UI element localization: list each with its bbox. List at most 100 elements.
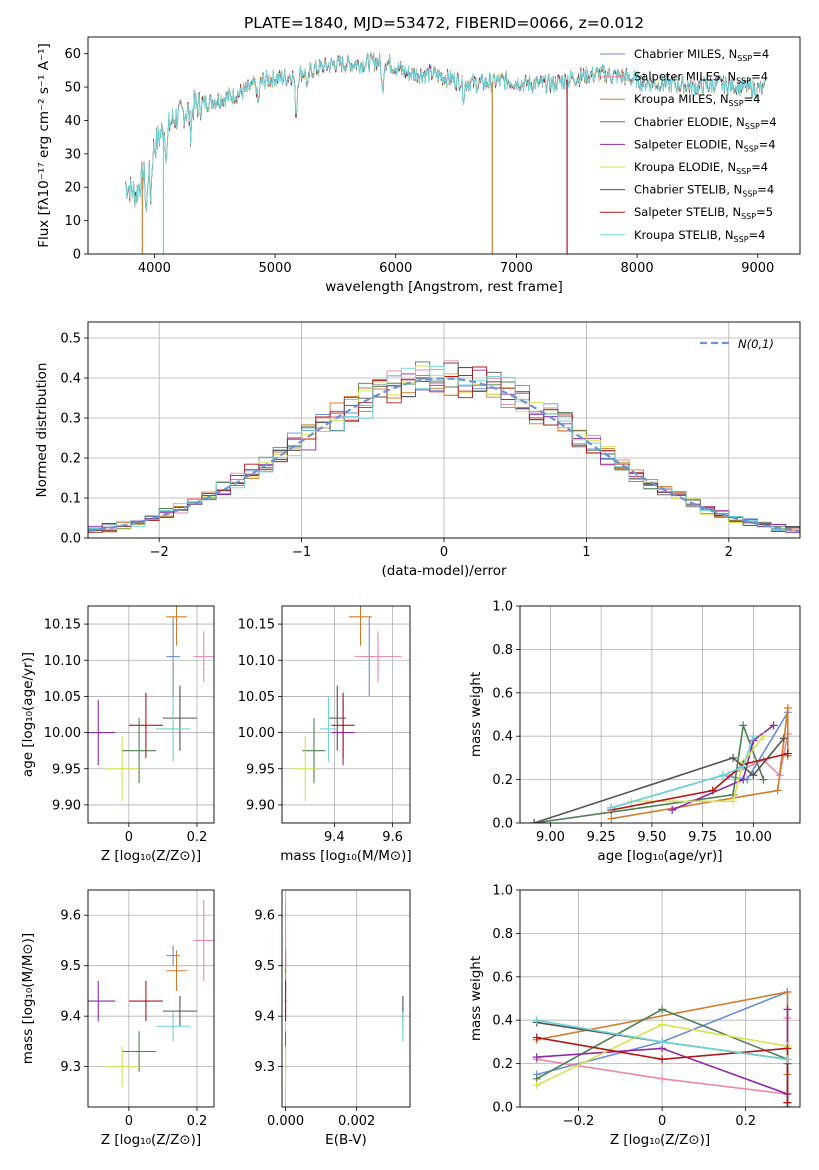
weight-point <box>783 987 792 996</box>
y-tick-label: 0.2 <box>492 1057 513 1072</box>
y-tick-label: 10 <box>64 214 81 229</box>
weight-point <box>779 734 788 743</box>
y-tick-label: 0.0 <box>492 817 513 832</box>
legend-label-main: Kroupa STELIB, N <box>634 228 734 242</box>
x-tick-label: 7000 <box>500 261 533 276</box>
x-axis-label: Z [log₁₀(Z/Z⊙)] <box>610 1132 710 1148</box>
legend-label-tail: =4 <box>759 137 776 151</box>
x-axis-label: E(B-V) <box>325 1132 367 1148</box>
legend-label-main: Salpeter ELODIE, N <box>634 137 744 151</box>
legend-label-main: Chabrier ELODIE, N <box>634 115 745 129</box>
plot-area <box>282 890 410 1107</box>
panel-weight-vs-Z: −0.2 0 0.2 0.0 0.2 0.4 0.6 0.8 1.0 Z [log₁₀(Z/Z⊙)… <box>468 884 801 1148</box>
y-tick-label: 9.95 <box>52 762 81 777</box>
y-tick-label: 9.6 <box>60 909 81 924</box>
y-axis-label: mass weight <box>468 956 484 1041</box>
y-tick-label: 10.10 <box>44 654 81 669</box>
x-axis-label: mass [log₁₀(M/M⊙)] <box>280 848 411 864</box>
y-tick-label: 10.10 <box>238 654 275 669</box>
y-tick-label: 30 <box>64 147 81 162</box>
y-axis-label: age [log₁₀(age/yr)] <box>20 652 36 777</box>
legend-label: Kroupa MILES, NSSP=4 <box>634 92 760 108</box>
panel-spectrum: 4000 5000 6000 7000 8000 9000 0 10 20 30 40 50 60 PLA… <box>36 14 801 295</box>
weight-point <box>749 771 758 780</box>
weight-point <box>783 703 792 712</box>
y-tick-label: 0.0 <box>492 1101 513 1116</box>
legend-label-main: Chabrier STELIB, N <box>634 183 742 197</box>
weight-line <box>611 707 789 820</box>
normal-curve <box>88 377 800 533</box>
y-tick-label: 0.8 <box>492 927 513 942</box>
y-tick-label: 10.00 <box>238 726 275 741</box>
legend-label: Salpeter STELIB, NSSP=5 <box>634 205 773 221</box>
y-tick-label: 60 <box>64 47 81 62</box>
plot-area <box>88 606 214 823</box>
axes-frame <box>87 36 801 255</box>
x-tick-label: 0 <box>125 830 133 845</box>
y-tick-label: 10.15 <box>44 618 81 633</box>
x-tick-label: 9.50 <box>637 830 666 845</box>
x-tick-label: 0.000 <box>267 1114 304 1129</box>
plot-area <box>88 322 800 538</box>
weight-point <box>769 721 778 730</box>
legend-label: Salpeter ELODIE, NSSP=4 <box>634 137 776 153</box>
weight-point <box>658 1055 667 1064</box>
weight-point <box>749 732 758 741</box>
plot-area <box>88 890 214 1107</box>
y-axis-label: Normed distribution <box>34 363 50 498</box>
x-tick-label: −0.2 <box>563 1114 595 1129</box>
y-tick-label: 9.90 <box>52 798 81 813</box>
weight-line <box>611 735 755 809</box>
plot-area <box>520 890 800 1107</box>
weight-point <box>668 805 677 814</box>
x-axis-label: (data-model)/error <box>381 563 507 579</box>
x-tick-label: 9.6 <box>382 830 403 845</box>
y-tick-label: 0.4 <box>492 1014 513 1029</box>
weight-point <box>783 749 792 758</box>
legend-label-tail: =4 <box>744 92 761 106</box>
weight-point <box>607 803 616 812</box>
y-tick-label: 10.05 <box>44 690 81 705</box>
weight-point <box>783 1044 792 1053</box>
weight-point <box>739 721 748 730</box>
legend-label-tail: =5 <box>756 205 773 219</box>
x-axis-label: Z [log₁₀(Z/Z⊙)] <box>101 848 201 864</box>
y-tick-label: 0.4 <box>492 730 513 745</box>
panel-mass-vs-EBV: 0.000 0.002 9.3 9.4 9.5 9.6 E(B-V) <box>254 889 411 1148</box>
panel-mass-vs-Z: 0 0.2 9.3 9.4 9.5 9.6 Z [log₁₀(Z/Z⊙)] mass [log… <box>20 889 215 1148</box>
x-tick-label: 0 <box>658 1114 666 1129</box>
y-tick-label: 0 <box>73 248 81 263</box>
plot-area <box>124 50 766 254</box>
weight-line <box>536 1036 789 1103</box>
weight-point <box>783 1005 792 1014</box>
legend-label-main: Kroupa ELODIE, N <box>634 160 736 174</box>
chart-title: PLATE=1840, MJD=53472, FIBERID=0066, z=0… <box>244 14 644 32</box>
x-tick-label: 1 <box>582 545 590 560</box>
panel-age-vs-Z: 0 0.2 9.90 9.95 10.00 10.05 10.10 10.15 Z [log₁₀… <box>20 605 215 864</box>
axes-frame <box>281 605 411 824</box>
x-tick-label: 0.2 <box>735 1114 756 1129</box>
legend-label-sub: SSP <box>745 122 760 131</box>
x-axis-label: Z [log₁₀(Z/Z⊙)] <box>101 1132 201 1148</box>
x-tick-label: −2 <box>150 545 169 560</box>
x-tick-label: 0.2 <box>187 1114 208 1129</box>
weight-point <box>658 1074 667 1083</box>
y-tick-label: 1.0 <box>492 600 513 615</box>
x-tick-label: 9.00 <box>536 830 565 845</box>
weight-point <box>532 1033 541 1042</box>
weight-point <box>607 814 616 823</box>
weight-line <box>534 725 765 823</box>
legend-label-tail: =4 <box>749 228 766 242</box>
y-tick-label: 0.2 <box>60 452 81 467</box>
y-tick-label: 40 <box>64 114 81 129</box>
x-tick-label: 9000 <box>741 261 774 276</box>
weight-point <box>729 797 738 806</box>
legend-label-sub: SSP <box>744 144 759 153</box>
x-tick-label: 0.2 <box>187 830 208 845</box>
spectrum-line <box>124 50 766 211</box>
y-tick-label: 10.15 <box>238 618 275 633</box>
y-tick-label: 9.4 <box>254 1010 275 1025</box>
legend-label-tail: =4 <box>757 183 774 197</box>
weight-point <box>708 786 717 795</box>
y-tick-label: 0.1 <box>60 492 81 507</box>
